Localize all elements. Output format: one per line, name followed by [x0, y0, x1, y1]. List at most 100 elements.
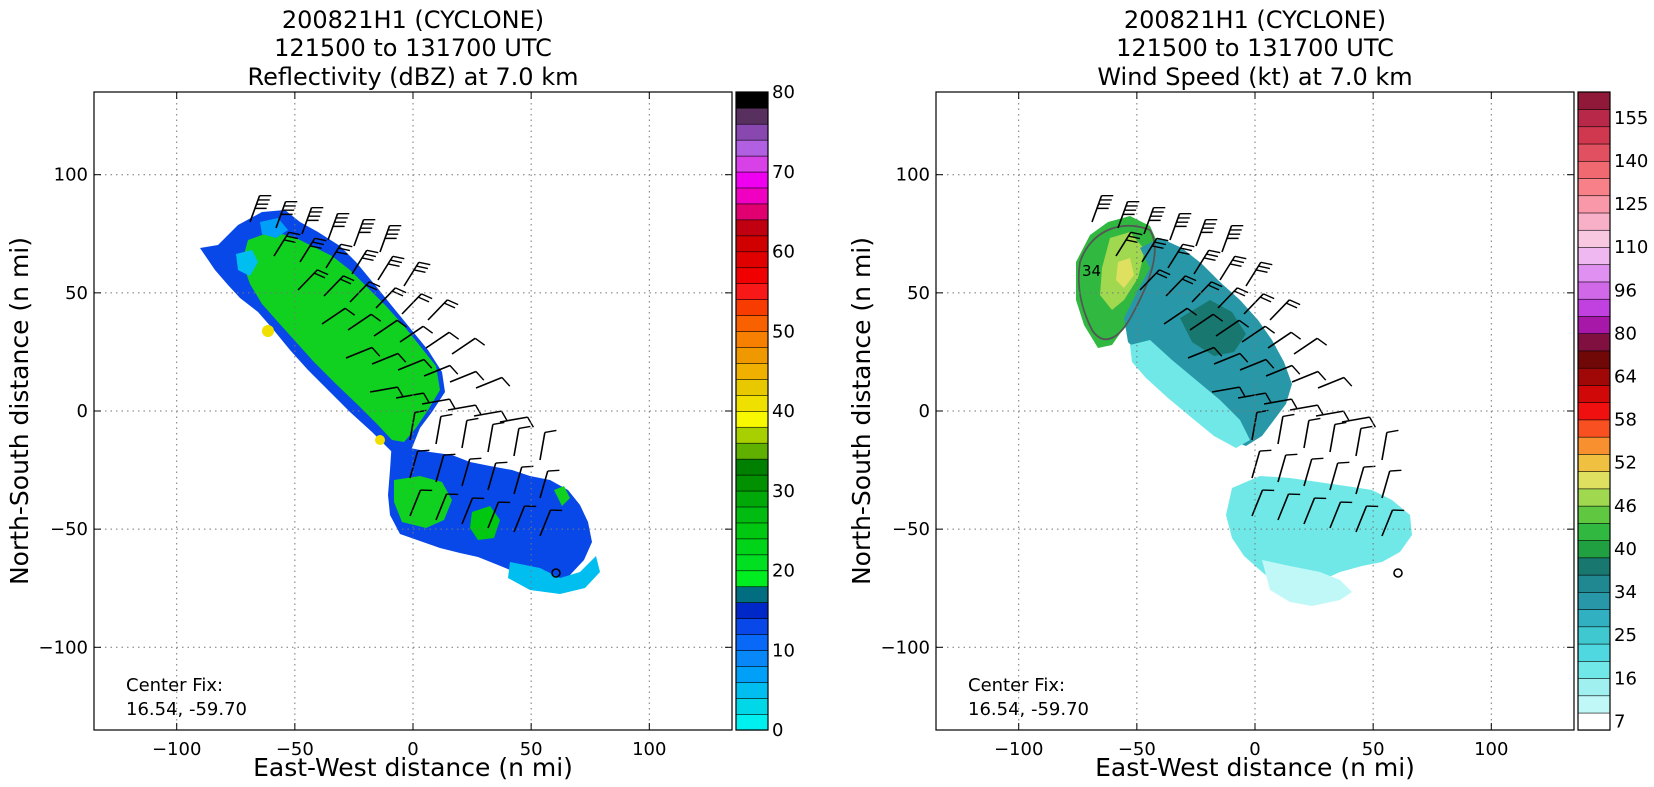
colorbar-segment	[735, 490, 769, 508]
barb-staff	[1303, 458, 1313, 487]
reflectivity-panel: 200821H1 (CYCLONE) 121500 to 131700 UTC …	[5, 6, 795, 782]
barb-staff	[1237, 392, 1266, 399]
barb-staff	[461, 458, 471, 487]
barb-feather	[1206, 253, 1219, 258]
colorbar: 0 10 20 30 40 50 60 70 80	[735, 82, 795, 741]
barb-feather	[421, 293, 433, 300]
barb-staff	[369, 386, 398, 393]
barb-staff	[487, 424, 494, 453]
barb-feather	[309, 245, 322, 250]
colorbar-segment	[735, 649, 769, 667]
barb-staff	[513, 505, 526, 533]
y-tick-label: −50	[892, 519, 930, 540]
barb-staff	[353, 219, 365, 247]
colorbar-tick-label: 125	[1614, 194, 1648, 215]
colorbar-segment	[735, 299, 769, 316]
barb-feather	[1177, 251, 1190, 256]
barb-staff	[1163, 307, 1188, 325]
barb-feather	[314, 272, 326, 279]
barb-feather	[495, 461, 508, 464]
colorbar-tick-label: 7	[1614, 711, 1625, 732]
barb-feather	[338, 247, 351, 252]
barb-feather	[1343, 377, 1353, 387]
barb-feather	[1156, 272, 1168, 279]
center-fix-label: Center Fix:	[126, 675, 223, 696]
colorbar-segment	[1577, 591, 1611, 610]
barb-staff	[1211, 386, 1240, 393]
barb-feather	[1368, 416, 1377, 428]
colorbar-segment	[735, 235, 769, 253]
colorbar-tick-label: 70	[772, 162, 795, 183]
barb-staff	[273, 231, 290, 257]
barb-staff	[1293, 337, 1318, 355]
barb-staff	[499, 416, 528, 423]
barb-staff	[275, 201, 287, 229]
barb-staff	[1355, 466, 1365, 495]
barb-feather	[1389, 469, 1402, 472]
barb-feather	[418, 296, 430, 303]
colorbar-tick-label: 80	[772, 82, 795, 103]
barb-staff	[1355, 505, 1368, 533]
x-tick-label: 100	[1474, 739, 1508, 760]
barb-staff	[461, 420, 468, 449]
barb-staff	[349, 281, 371, 303]
barb-staff	[1213, 352, 1241, 365]
barb-staff	[299, 237, 316, 263]
barb-feather	[416, 265, 429, 270]
colorbar-segment	[735, 410, 769, 428]
barb-staff	[1167, 243, 1184, 269]
barb-feather	[361, 257, 374, 262]
colorbar-segment	[735, 283, 769, 300]
panel-title-line-2: 121500 to 131700 UTC	[274, 34, 552, 62]
wind-barbs	[1091, 194, 1405, 537]
outer-band-green-2	[470, 506, 500, 540]
colorbar-tick-label: 0	[772, 720, 783, 741]
barb-staff	[1215, 319, 1240, 337]
barb-staff	[447, 404, 476, 411]
barb-feather	[1386, 429, 1399, 434]
barb-feather	[1308, 417, 1321, 422]
panel-title-line-3: Wind Speed (kt) at 7.0 km	[1097, 63, 1412, 91]
barb-staff	[513, 428, 520, 457]
barb-feather	[1234, 290, 1246, 297]
colorbar-segment	[1577, 384, 1611, 403]
y-axis-label: North-South distance (n mi)	[5, 237, 34, 585]
x-tick-label: −50	[276, 739, 314, 760]
barb-feather	[1311, 457, 1324, 460]
barb-staff	[1303, 497, 1316, 525]
colorbar-segment	[1577, 695, 1611, 714]
colorbar-segment	[1577, 229, 1611, 248]
barb-feather	[314, 237, 327, 242]
colorbar-segment	[735, 426, 769, 444]
x-tick-label: −50	[1118, 739, 1156, 760]
barb-feather	[1213, 347, 1223, 357]
colorbar-tick-label: 25	[1614, 625, 1637, 646]
barb-feather	[1260, 261, 1273, 266]
barb-staff	[1381, 432, 1388, 461]
barb-staff	[1165, 275, 1187, 297]
barb-feather	[1260, 296, 1272, 303]
barb-feather	[1282, 413, 1295, 418]
colorbar-segment	[735, 681, 769, 699]
barb-staff	[1315, 410, 1344, 417]
barb-feather	[1211, 281, 1223, 288]
barb-staff	[427, 299, 449, 321]
barb-feather	[392, 290, 404, 297]
barb-staff	[347, 313, 372, 331]
barb-feather	[422, 325, 434, 334]
contour-34kt	[1077, 224, 1156, 341]
colorbar-tick-label: 30	[772, 481, 795, 502]
barb-feather	[544, 429, 557, 434]
colorbar-tick-label: 40	[772, 401, 795, 422]
barb-feather	[423, 359, 433, 369]
colorbar-segment	[735, 203, 769, 221]
barb-staff	[1251, 450, 1261, 479]
barb-staff	[1269, 299, 1291, 321]
colorbar-segment	[1577, 522, 1611, 541]
barb-staff	[435, 493, 448, 521]
barb-staff	[1117, 201, 1129, 229]
reflectivity-field	[200, 194, 600, 594]
colorbar-segment	[735, 394, 769, 412]
barb-staff	[1277, 493, 1290, 521]
colorbar-segment	[735, 267, 769, 285]
